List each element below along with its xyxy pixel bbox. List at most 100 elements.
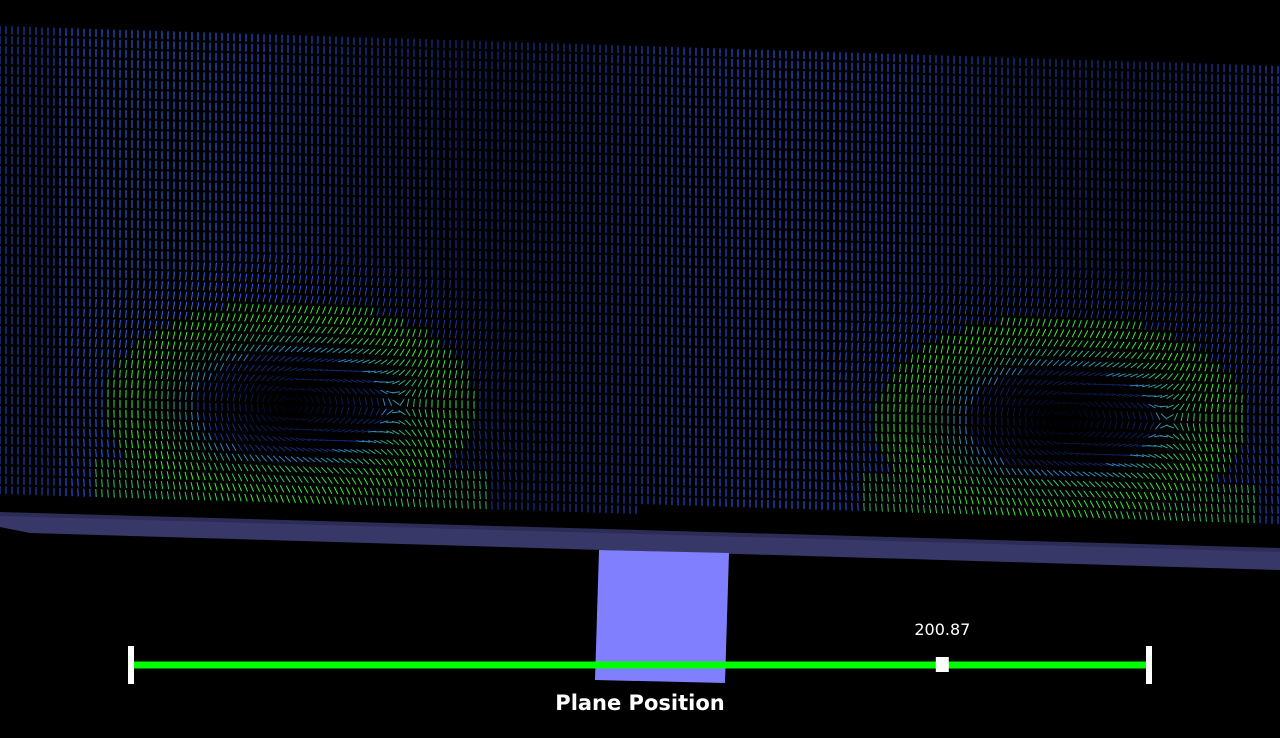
arrow-glyph xyxy=(964,436,968,445)
arrow-glyph xyxy=(981,403,1180,475)
arrow-glyph xyxy=(1069,401,1120,455)
plane-widget-body[interactable] xyxy=(0,515,1280,570)
arrow-glyph xyxy=(386,430,394,434)
arrow-glyph xyxy=(349,370,980,445)
arrow-glyph xyxy=(179,401,1138,478)
arrow-glyph xyxy=(982,56,986,325)
arrow-glyph xyxy=(220,356,340,453)
arrow-glyph xyxy=(1241,64,1243,483)
arrow-glyph xyxy=(255,334,937,424)
arrow-glyph xyxy=(107,338,1161,498)
arrow-glyph xyxy=(430,352,1149,398)
arrow-glyph xyxy=(208,32,212,311)
arrow-glyph xyxy=(1030,400,1095,436)
arrow-glyph xyxy=(251,392,1103,426)
arrow-glyph xyxy=(1166,424,1174,429)
arrow-glyph xyxy=(131,317,901,491)
arrow-glyph xyxy=(173,350,1156,390)
arrow-glyph xyxy=(418,39,422,328)
arrow-glyph xyxy=(344,458,352,464)
arrow-glyph xyxy=(278,356,286,362)
arrow-glyph xyxy=(184,366,1179,478)
arrow-glyph xyxy=(1142,454,1150,458)
arrow-glyph xyxy=(190,304,1220,499)
plane-normal-handle[interactable] xyxy=(595,550,729,683)
arrow-glyph xyxy=(1052,420,1060,426)
arrow-glyph xyxy=(249,384,1136,430)
arrow-glyph xyxy=(411,439,417,447)
arrow-glyph xyxy=(346,36,613,514)
arrow-glyph xyxy=(266,375,1126,456)
arrow-glyph xyxy=(940,355,1220,403)
slider-handle[interactable] xyxy=(935,657,949,672)
arrow-glyph xyxy=(272,377,1091,456)
arrow-glyph xyxy=(302,377,993,463)
arrow-glyph xyxy=(320,389,1114,446)
arrow-glyph xyxy=(267,345,1157,447)
arrow-glyph xyxy=(208,452,980,475)
arrow-glyph xyxy=(290,407,1067,414)
arrow-glyph xyxy=(119,337,1231,476)
arrow-glyph xyxy=(178,362,200,390)
arrow-glyph xyxy=(411,337,1220,518)
arrow-glyph xyxy=(928,373,1202,482)
arrow-glyph xyxy=(256,315,1214,502)
arrow-glyph xyxy=(1029,358,1108,478)
arrow-glyph xyxy=(533,42,1130,511)
arrow-glyph xyxy=(296,346,961,424)
arrow-glyph xyxy=(310,35,314,304)
arrow-glyph xyxy=(190,362,1114,381)
arrow-glyph xyxy=(190,311,1155,480)
slider-right-cap[interactable] xyxy=(1146,646,1152,684)
arrow-glyph xyxy=(244,379,1120,455)
arrow-glyph xyxy=(629,45,962,514)
arrow-glyph xyxy=(659,46,1267,524)
arrow-glyph xyxy=(107,307,1191,520)
arrow-glyph xyxy=(1130,362,1138,369)
arrow-glyph xyxy=(261,344,267,352)
arrow-glyph xyxy=(202,32,206,311)
arrow-glyph xyxy=(987,367,1168,459)
arrow-glyph xyxy=(376,37,380,316)
arrow-glyph xyxy=(167,371,182,410)
arrow-glyph xyxy=(155,337,452,460)
plane-position-slider[interactable] xyxy=(128,646,1152,684)
arrow-glyph xyxy=(255,384,1138,466)
arrow-glyph xyxy=(1253,65,1255,484)
arrow-glyph xyxy=(261,384,1066,456)
arrow-glyph xyxy=(332,378,1084,466)
arrow-glyph xyxy=(221,357,322,452)
arrow-glyph xyxy=(641,46,950,505)
arrow-glyph xyxy=(101,29,103,458)
arrow-glyph xyxy=(160,307,1214,515)
arrow-glyph xyxy=(296,401,1100,429)
arrow-glyph xyxy=(191,391,200,431)
arrow-glyph xyxy=(278,392,1108,456)
arrow-glyph xyxy=(334,36,625,514)
arrow-glyph xyxy=(231,363,237,372)
slider-left-cap[interactable] xyxy=(128,646,134,684)
arrow-glyph xyxy=(172,325,1196,485)
arrow-glyph xyxy=(231,423,237,432)
arrow-glyph xyxy=(309,405,315,414)
arrow-glyph xyxy=(83,28,805,510)
arrow-glyph xyxy=(161,333,1189,470)
arrow-glyph xyxy=(332,347,340,354)
arrow-glyph xyxy=(964,56,968,325)
arrow-glyph xyxy=(1029,428,1035,436)
arrow-glyph xyxy=(273,400,986,485)
arrow-glyph xyxy=(1106,462,1114,467)
arrow-glyph xyxy=(155,324,1185,489)
arrow-glyph xyxy=(178,348,1041,464)
arrow-glyph xyxy=(267,394,273,403)
arrow-glyph xyxy=(238,313,1219,509)
arrow-glyph xyxy=(214,354,268,452)
arrow-glyph xyxy=(149,326,1201,511)
arrow-glyph xyxy=(303,405,309,414)
arrow-glyph xyxy=(214,327,1226,499)
arrow-glyph xyxy=(232,366,1150,456)
arrow-glyph xyxy=(125,316,1225,518)
arrow-glyph xyxy=(113,318,1237,510)
